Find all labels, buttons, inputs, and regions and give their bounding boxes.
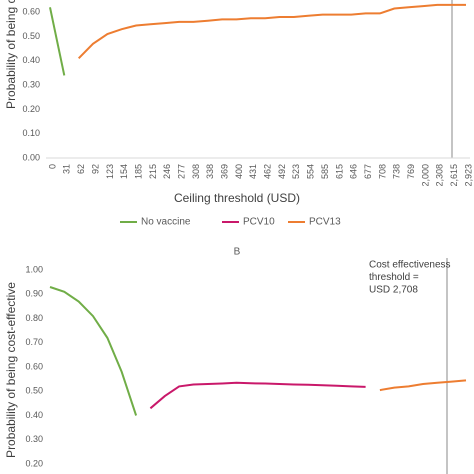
annotation: threshold =: [369, 272, 419, 283]
x-tick-label: 431: [248, 164, 258, 179]
x-tick-label: 677: [363, 164, 373, 179]
x-tick-label: 62: [76, 164, 86, 174]
legend-label: No vaccine: [141, 217, 191, 228]
legend-label: PCV10: [243, 217, 275, 228]
x-tick-label: 185: [133, 164, 143, 179]
x-tick-label: 400: [234, 164, 244, 179]
y-tick-label: 0.90: [25, 289, 43, 299]
y-tick-label: 0.20: [22, 104, 40, 114]
y-tick-label: 0.10: [22, 128, 40, 138]
x-tick-label: 462: [263, 164, 273, 179]
y-tick-label: 1.00: [25, 264, 43, 274]
series-line: [149, 381, 366, 410]
y-tick-label: 0.20: [25, 458, 43, 468]
chart-title: B: [234, 247, 241, 258]
x-tick-label: 246: [162, 164, 172, 179]
series-line: [49, 286, 138, 416]
x-tick-label: 154: [119, 164, 129, 179]
x-axis-label: Ceiling threshold (USD): [174, 191, 300, 205]
x-tick-label: 615: [334, 164, 344, 179]
x-tick-label: 2,923: [463, 164, 473, 187]
x-tick-label: 92: [90, 164, 100, 174]
x-tick-label: 492: [277, 164, 287, 179]
y-tick-label: 0.50: [25, 386, 43, 396]
y-tick-label: 0.30: [22, 79, 40, 89]
x-tick-label: 0: [47, 164, 57, 169]
x-tick-label: 738: [392, 164, 402, 179]
y-tick-label: 0.30: [25, 434, 43, 444]
y-tick-label: 0.40: [25, 410, 43, 420]
x-tick-label: 338: [205, 164, 215, 179]
x-tick-label: 708: [377, 164, 387, 179]
y-tick-label: 0.80: [25, 313, 43, 323]
series-line: [379, 379, 467, 392]
x-tick-label: 585: [320, 164, 330, 179]
x-tick-label: 2,000: [420, 164, 430, 187]
x-tick-label: 215: [148, 164, 158, 179]
x-tick-label: 554: [306, 164, 316, 179]
legend-label: PCV13: [309, 217, 341, 228]
series-line: [49, 7, 66, 76]
x-tick-label: 2,308: [435, 164, 445, 187]
y-tick-label: 0.50: [22, 31, 40, 41]
x-tick-label: 31: [62, 164, 72, 174]
x-tick-label: 523: [291, 164, 301, 179]
x-tick-label: 308: [191, 164, 201, 179]
y-tick-label: 0.60: [25, 361, 43, 371]
annotation: USD 2,708: [369, 285, 418, 296]
x-tick-label: 2,615: [449, 164, 459, 187]
y-axis-label: Probability of being cost-effective: [4, 282, 18, 458]
y-tick-label: 0.00: [22, 152, 40, 162]
x-tick-label: 646: [349, 164, 359, 179]
x-tick-label: 769: [406, 164, 416, 179]
x-tick-label: 277: [176, 164, 186, 179]
series-line: [77, 3, 466, 60]
annotation: Cost effectiveness: [369, 260, 451, 271]
y-tick-label: 0.40: [22, 55, 40, 65]
y-tick-label: 0.70: [25, 337, 43, 347]
x-tick-label: 369: [220, 164, 230, 179]
x-tick-label: 123: [105, 164, 115, 179]
y-tick-label: 0.60: [22, 7, 40, 17]
y-axis-label: Probability of being cost-effective: [4, 0, 18, 109]
